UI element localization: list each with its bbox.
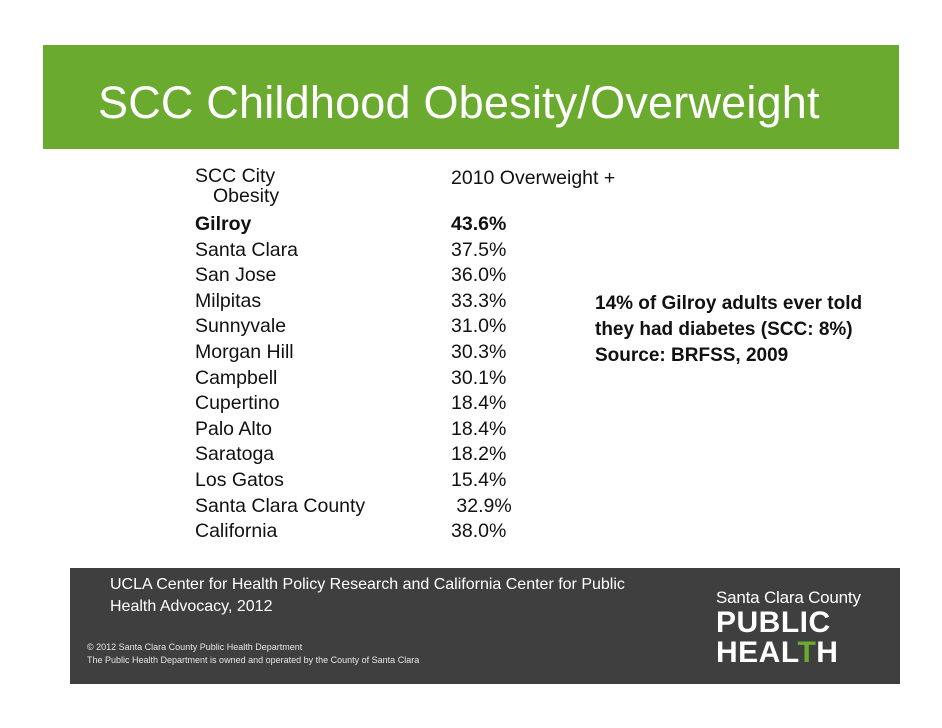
table-row: Morgan Hill 30.3% bbox=[195, 340, 535, 366]
table-row: Saratoga 18.2% bbox=[195, 442, 535, 468]
row-value: 36.0% bbox=[451, 264, 507, 287]
row-city: California bbox=[195, 520, 278, 543]
table-row: Sunnyvale 31.0% bbox=[195, 314, 535, 340]
row-city: Cupertino bbox=[195, 392, 280, 415]
row-value: 15.4% bbox=[451, 468, 507, 491]
header-city-line2: Obesity bbox=[213, 185, 280, 207]
header-city: SCC City Obesity bbox=[195, 166, 279, 206]
table-row: Milpitas 33.3% bbox=[195, 289, 535, 315]
footer: UCLA Center for Health Policy Research a… bbox=[70, 568, 900, 684]
row-value: 37.5% bbox=[451, 238, 507, 261]
row-value: 18.2% bbox=[451, 443, 507, 466]
logo-health-c: H bbox=[816, 636, 839, 669]
row-value: 30.3% bbox=[451, 340, 507, 363]
copyright-line2: The Public Health Department is owned an… bbox=[87, 655, 420, 665]
title-bar: SCC Childhood Obesity/Overweight bbox=[43, 45, 899, 149]
copyright: © 2012 Santa Clara County Public Health … bbox=[87, 641, 419, 667]
logo-health: HEALTH bbox=[716, 638, 866, 668]
source-citation: UCLA Center for Health Policy Research a… bbox=[110, 576, 625, 615]
table-row: Palo Alto 18.4% bbox=[195, 417, 535, 443]
table-row: Los Gatos 15.4% bbox=[195, 468, 535, 494]
row-value: 18.4% bbox=[451, 417, 507, 440]
row-value: 30.1% bbox=[451, 366, 507, 389]
row-city: Santa Clara bbox=[195, 238, 298, 261]
table-row: Santa Clara 37.5% bbox=[195, 238, 535, 264]
obesity-table: SCC City Obesity 2010 Overweight + Gilro… bbox=[195, 166, 615, 545]
logo-county: Santa Clara County bbox=[716, 588, 861, 607]
copyright-line1: © 2012 Santa Clara County Public Health … bbox=[87, 642, 303, 652]
table-row: Gilroy 43.6% bbox=[195, 212, 535, 238]
table-row: Campbell 30.1% bbox=[195, 366, 535, 392]
slide-title: SCC Childhood Obesity/Overweight bbox=[98, 77, 820, 128]
row-city: Milpitas bbox=[195, 289, 262, 312]
table-row: San Jose 36.0% bbox=[195, 263, 535, 289]
row-city: Santa Clara County bbox=[195, 494, 366, 517]
row-city: San Jose bbox=[195, 264, 277, 287]
row-city: Los Gatos bbox=[195, 468, 284, 491]
row-value: 38.0% bbox=[451, 520, 507, 543]
row-city: Palo Alto bbox=[195, 417, 272, 440]
table-header: SCC City Obesity 2010 Overweight + bbox=[195, 166, 615, 212]
row-value: 32.9% bbox=[451, 494, 512, 517]
row-value: 18.4% bbox=[451, 392, 507, 415]
row-city: Sunnyvale bbox=[195, 315, 287, 338]
row-city: Morgan Hill bbox=[195, 340, 294, 363]
row-value: 33.3% bbox=[451, 289, 507, 312]
header-city-line1: SCC City bbox=[195, 165, 276, 187]
logo-health-cross: T bbox=[797, 636, 817, 669]
public-health-logo: Santa Clara County PUBLIC HEALTH bbox=[716, 588, 866, 668]
row-city: Saratoga bbox=[195, 443, 275, 466]
row-city: Campbell bbox=[195, 366, 278, 389]
row-value: 31.0% bbox=[451, 315, 507, 338]
logo-health-a: HEAL bbox=[716, 636, 798, 669]
logo-public: PUBLIC bbox=[716, 606, 831, 639]
table-row: California 38.0% bbox=[195, 519, 535, 545]
row-city: Gilroy bbox=[195, 213, 252, 235]
diabetes-note: 14% of Gilroy adults ever told they had … bbox=[595, 293, 863, 366]
table-row: Santa Clara County 32.9% bbox=[195, 494, 535, 520]
header-value: 2010 Overweight + bbox=[451, 167, 616, 189]
table-row: Cupertino 18.4% bbox=[195, 391, 535, 417]
row-value: 43.6% bbox=[451, 213, 507, 235]
